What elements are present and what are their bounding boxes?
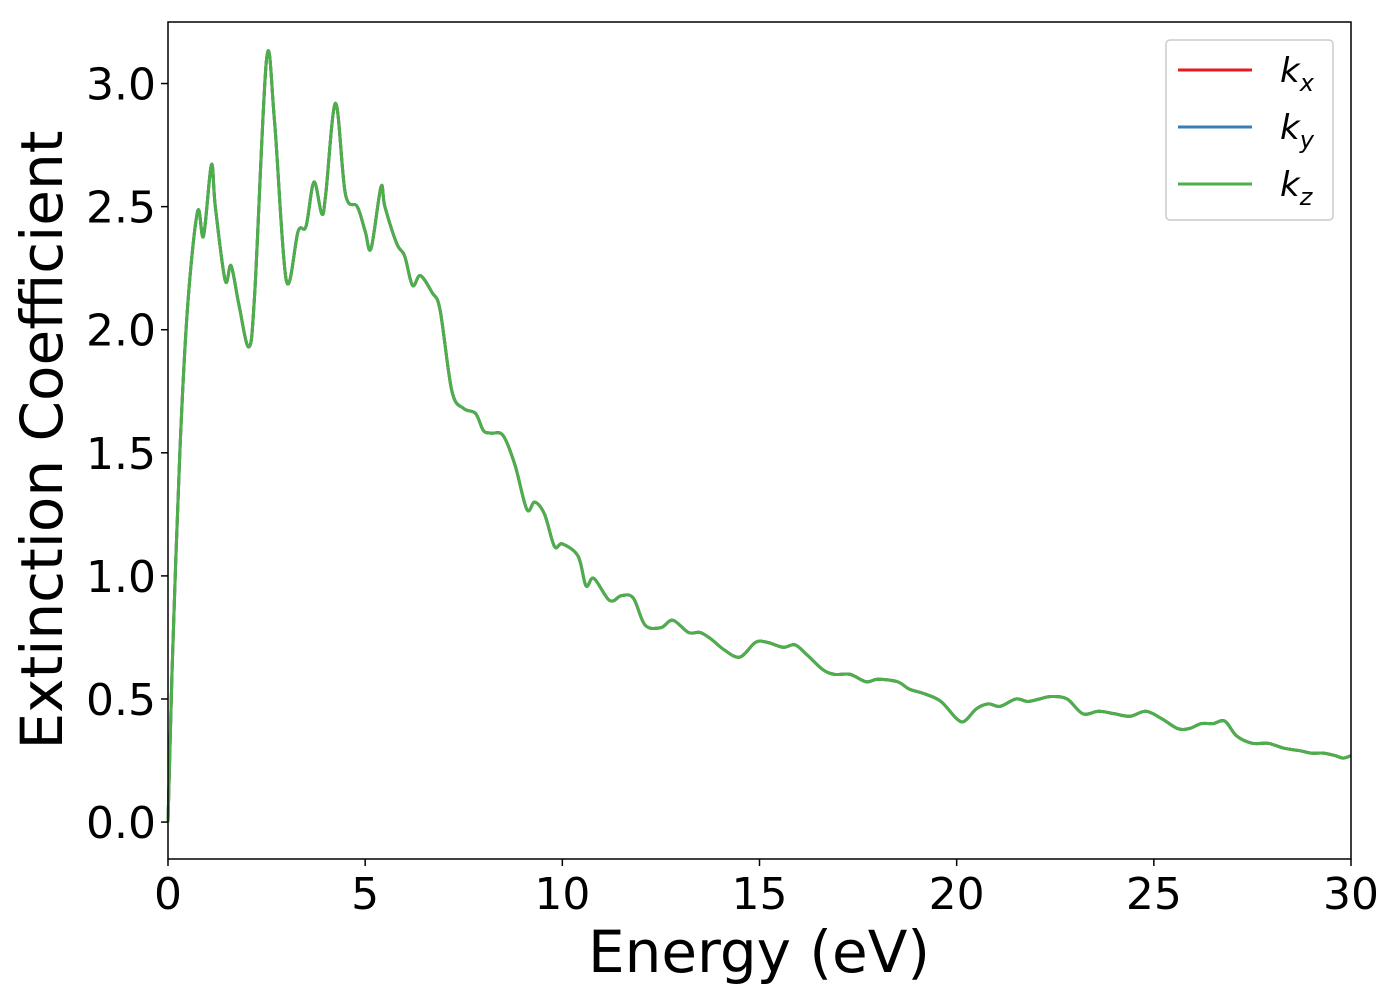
y-tick-label: 0.0 [86,798,156,849]
y-axis-title: Extinction Coefficient [8,131,76,750]
x-tick-label: 10 [534,869,590,920]
y-tick-label: 1.0 [86,552,156,603]
y-tick-label: 3.0 [86,60,156,111]
x-tick-label: 0 [154,869,182,920]
legend-label: kx [1280,51,1315,97]
x-tick-label: 25 [1126,869,1182,920]
legend-label: ky [1280,108,1315,154]
y-tick-label: 2.5 [86,183,156,234]
x-axis: 0 5 10 15 20 25 30 [154,859,1379,920]
legend-label-base: k [1280,51,1301,91]
x-axis-title: Energy (eV) [588,918,930,986]
legend-label-subscript: y [1299,126,1315,154]
x-tick-label: 5 [351,869,379,920]
legend-label-base: k [1280,165,1301,205]
x-tick-label: 15 [732,869,788,920]
legend-label-subscript: z [1299,183,1314,211]
series-layer [166,49,1352,823]
y-axis: 0.0 0.5 1.0 1.5 2.0 2.5 3.0 [86,60,168,849]
legend-label-base: k [1280,108,1301,148]
x-tick-label: 20 [929,869,985,920]
series-line-k-z [166,49,1352,823]
y-tick-label: 2.0 [86,306,156,357]
y-tick-label: 0.5 [86,675,156,726]
y-tick-label: 1.5 [86,429,156,480]
legend-label-subscript: x [1299,69,1315,97]
legend-box [1165,39,1334,221]
x-tick-label: 30 [1323,869,1379,920]
legend-label: kz [1280,165,1314,211]
